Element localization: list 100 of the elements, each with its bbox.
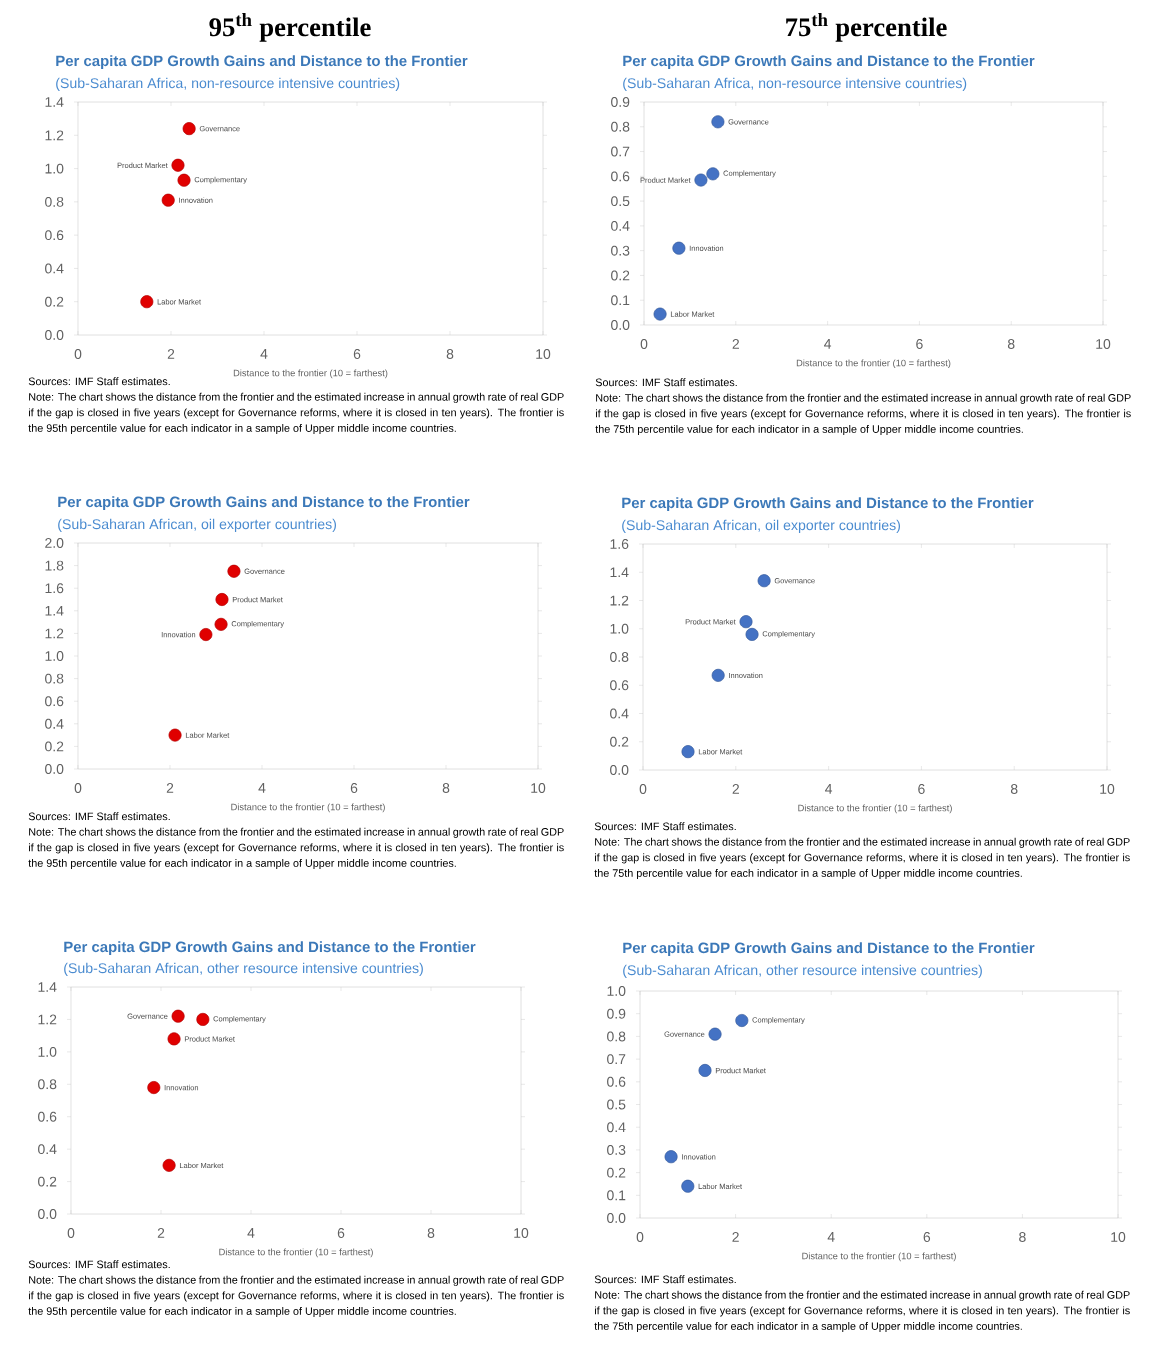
y-tick-label: 0.2 bbox=[607, 1167, 626, 1178]
y-tick-label: 0.5 bbox=[611, 196, 630, 207]
y-tick-label: 0.9 bbox=[607, 1008, 626, 1019]
text: Note: The chart shows the distance from the frontier and the estimated increase in annual growth rate of real GDP if the gap is closed in five years (except for Governance reforms, where it is closed in ten years). The frontier is the 95th percentile value for each indicator in a sample of Upper middle income countries. bbox=[28, 392, 564, 435]
point bbox=[162, 1158, 176, 1172]
x-tick-label: 2 bbox=[157, 1228, 165, 1238]
y-tick-label: 0.2 bbox=[45, 741, 64, 752]
chart-subtitle: (Sub-Saharan Africa, non-resource intensive countries) bbox=[56, 77, 400, 91]
y-tick-label: 0.0 bbox=[607, 1213, 626, 1223]
x-tick-label: 6 bbox=[337, 1228, 345, 1238]
y-tick-label: 0.1 bbox=[611, 295, 630, 306]
y-tick-label: 1.6 bbox=[45, 583, 64, 594]
x-tick-label: 8 bbox=[1019, 1232, 1026, 1242]
x-tick-label: 4 bbox=[827, 1232, 835, 1242]
point bbox=[694, 173, 708, 187]
point bbox=[196, 1012, 210, 1026]
x-tick-label: 6 bbox=[916, 339, 923, 349]
x-tick-label: 0 bbox=[640, 339, 648, 349]
x-tick-label: 10 bbox=[1111, 1232, 1126, 1242]
x-tick-label: 6 bbox=[353, 349, 361, 359]
y-tick-label: 1.8 bbox=[45, 560, 64, 571]
point bbox=[711, 115, 725, 129]
x-tick-label: 4 bbox=[260, 349, 268, 359]
point bbox=[681, 1179, 695, 1193]
point bbox=[182, 122, 196, 136]
y-tick-label: 1.4 bbox=[45, 606, 64, 616]
y-tick-label: 1.2 bbox=[610, 595, 629, 606]
source-note: Sources: IMF Staff estimates. bbox=[28, 1260, 170, 1269]
y-tick-label: 1.0 bbox=[45, 163, 64, 174]
text: Note: The chart shows the distance from the frontier and the estimated increase in annual growth rate of real GDP if the gap is closed in five years (except for Governance reforms, where it is closed in ten years). The frontier is the 75th percentile value for each indicator in a sample of Upper middle income countries. bbox=[594, 837, 1130, 880]
x-tick-label: 2 bbox=[166, 783, 174, 793]
y-tick-label: 0.6 bbox=[45, 696, 64, 707]
y-tick-label: 1.0 bbox=[607, 986, 626, 996]
x-tick-label: 8 bbox=[446, 349, 454, 359]
x-tick-label: 0 bbox=[639, 784, 647, 794]
point bbox=[161, 193, 175, 207]
point bbox=[215, 593, 229, 606]
chart-subtitle: (Sub-Saharan African, oil exporter countries) bbox=[622, 519, 901, 533]
source-note: Sources: IMF Staff estimates. bbox=[595, 378, 737, 387]
y-tick-label: 0.4 bbox=[38, 1144, 57, 1155]
point bbox=[147, 1081, 161, 1095]
y-tick-label: 0.6 bbox=[610, 680, 629, 691]
y-tick-label: 0.7 bbox=[607, 1054, 626, 1065]
x-tick-label: 8 bbox=[1010, 784, 1018, 794]
y-tick-label: 1.2 bbox=[38, 1014, 57, 1025]
point bbox=[653, 307, 667, 321]
text: 95$^{th}$ percentile bbox=[209, 13, 371, 42]
x-axis-title: Distance to the frontier (10 = farthest) bbox=[802, 1252, 956, 1262]
y-tick-label: 0.6 bbox=[611, 171, 630, 182]
x-tick-label: 10 bbox=[1096, 339, 1111, 349]
y-tick-label: 0.6 bbox=[607, 1076, 626, 1087]
chart-title: Per capita GDP Growth Gains and Distance to the Frontier bbox=[623, 942, 1035, 957]
x-tick-label: 6 bbox=[918, 784, 925, 794]
text: Note: The chart shows the distance from the frontier and the estimated increase in annual growth rate of real GDP if the gap is closed in five years (except for Governance reforms, where it is closed in ten years). The frontier is the 75th percentile value for each indicator in a sample of Upper middle income countries. bbox=[594, 1290, 1130, 1333]
point bbox=[757, 574, 771, 588]
text: Note: The chart shows the distance from the frontier and the estimated increase in annual growth rate of real GDP if the gap is closed in five years (except for Governance reforms, where it is closed in ten years). The frontier is the 75th percentile value for each indicator in a sample of Upper middle income countries. bbox=[595, 393, 1131, 436]
y-tick-label: 0.4 bbox=[45, 263, 64, 274]
chart-subtitle: (Sub-Saharan African, other resource intensive countries) bbox=[623, 964, 982, 978]
chart-subtitle: (Sub-Saharan Africa, non-resource intensive countries) bbox=[623, 77, 967, 91]
point bbox=[681, 745, 695, 759]
x-tick-label: 6 bbox=[923, 1232, 931, 1242]
y-tick-label: 0.8 bbox=[45, 196, 64, 207]
x-tick-label: 10 bbox=[514, 1228, 529, 1238]
y-tick-label: 0.4 bbox=[607, 1122, 626, 1133]
x-tick-label: 8 bbox=[427, 1228, 435, 1238]
y-tick-label: 0.6 bbox=[45, 230, 64, 241]
point bbox=[672, 241, 686, 255]
point bbox=[199, 628, 213, 642]
y-tick-label: 0.2 bbox=[45, 296, 64, 307]
point bbox=[739, 615, 753, 629]
x-tick-label: 0 bbox=[74, 783, 82, 793]
point bbox=[735, 1014, 749, 1027]
point bbox=[214, 617, 228, 631]
y-tick-label: 0.8 bbox=[38, 1079, 57, 1090]
source-note: Sources: IMF Staff estimates. bbox=[594, 1275, 736, 1284]
y-tick-label: 1.0 bbox=[45, 651, 64, 661]
x-axis-title: Distance to the frontier (10 = farthest) bbox=[798, 804, 952, 814]
y-tick-label: 1.0 bbox=[610, 623, 629, 634]
x-axis-title: Distance to the frontier (10 = farthest) bbox=[796, 359, 951, 369]
y-tick-label: 1.4 bbox=[45, 97, 64, 107]
x-tick-label: 6 bbox=[350, 783, 358, 793]
y-tick-label: 2.0 bbox=[45, 538, 64, 548]
x-tick-label: 2 bbox=[732, 1232, 739, 1242]
y-tick-label: 1.6 bbox=[610, 539, 629, 549]
y-tick-label: 0.3 bbox=[607, 1144, 626, 1155]
point bbox=[140, 295, 154, 309]
y-tick-label: 0.2 bbox=[610, 736, 629, 747]
y-tick-label: 0.1 bbox=[607, 1190, 626, 1201]
chart-title: Per capita GDP Growth Gains and Distance to the Frontier bbox=[58, 496, 470, 511]
x-tick-label: 0 bbox=[67, 1228, 75, 1238]
text: Note: The chart shows the distance from the frontier and the estimated increase in annual growth rate of real GDP if the gap is closed in five years (except for Governance reforms, where it is closed in ten years). The frontier is the 95th percentile value for each indicator in a sample of Upper middle income countries. bbox=[28, 827, 564, 870]
y-tick-label: 0.9 bbox=[611, 97, 630, 107]
y-tick-label: 1.0 bbox=[38, 1046, 57, 1057]
x-tick-label: 10 bbox=[531, 783, 546, 793]
chart-subtitle: (Sub-Saharan African, other resource intensive countries) bbox=[64, 962, 423, 976]
y-tick-label: 0.0 bbox=[611, 320, 630, 330]
y-tick-label: 0.2 bbox=[611, 270, 630, 281]
x-axis-title: Distance to the frontier (10 = farthest) bbox=[233, 369, 388, 379]
text: Note: The chart shows the distance from the frontier and the estimated increase in annual growth rate of real GDP if the gap is closed in five years (except for Governance reforms, where it is closed in ten years). The frontier is the 95th percentile value for each indicator in a sample of Upper middle income countries. bbox=[28, 1275, 564, 1318]
point bbox=[745, 627, 759, 641]
